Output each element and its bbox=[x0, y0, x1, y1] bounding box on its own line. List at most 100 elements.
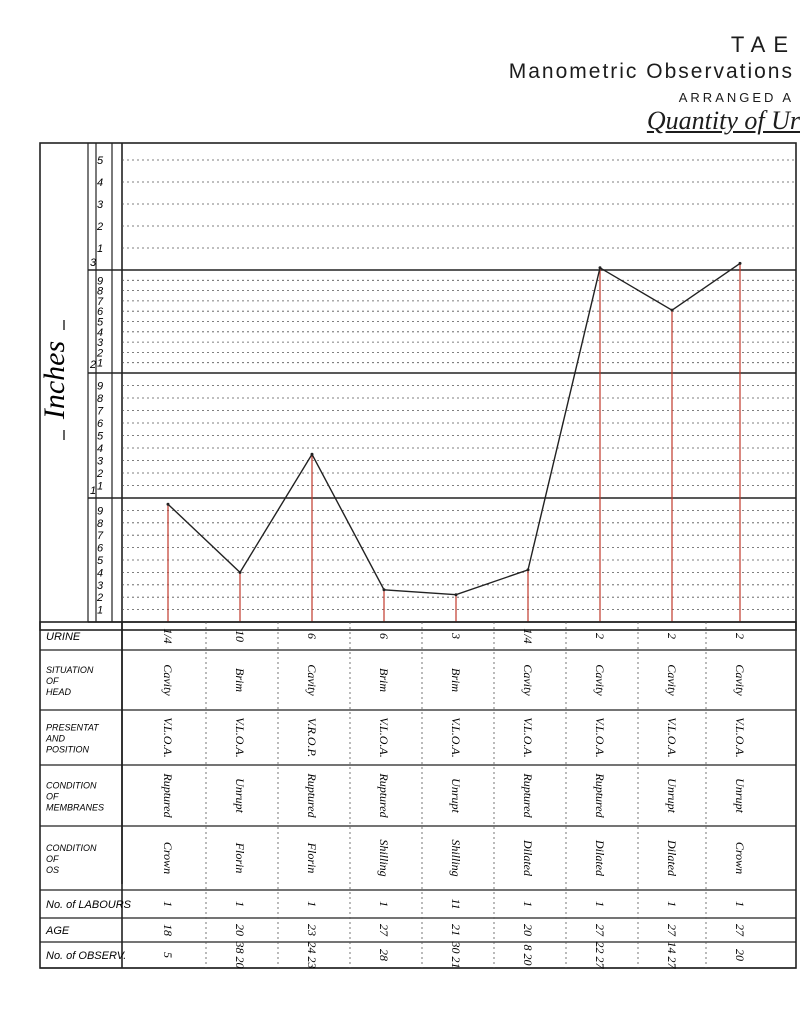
tick-label: 5 bbox=[97, 317, 104, 329]
inch-band-label: 3 bbox=[90, 257, 97, 269]
table-cell: Brim bbox=[233, 668, 247, 692]
table-cell: Unrupt bbox=[449, 778, 463, 813]
table-cell: 28 bbox=[377, 949, 391, 961]
table-cell: 5 bbox=[161, 952, 175, 958]
table-cell: 1 bbox=[665, 901, 679, 907]
chart-border bbox=[39, 142, 797, 631]
table-cell: 27 bbox=[377, 924, 391, 937]
table-cell: Ruptured bbox=[521, 772, 535, 818]
chart-frame bbox=[39, 142, 797, 884]
tick-label: 8 bbox=[97, 393, 104, 405]
tick-label: 9 bbox=[97, 505, 103, 517]
table-cell: Dilated bbox=[521, 839, 535, 877]
table-cell: 20 bbox=[733, 949, 747, 961]
table-cell: Brim bbox=[377, 668, 391, 692]
table-cell: 24 23 bbox=[305, 942, 319, 969]
table-cell: Ruptured bbox=[161, 772, 175, 818]
tick-label: 1 bbox=[97, 358, 103, 370]
table-cell: Cavity bbox=[161, 664, 175, 696]
table-cell: Florin bbox=[305, 842, 319, 874]
row-label: URINE bbox=[46, 631, 81, 643]
table-cell: Dilated bbox=[665, 839, 679, 877]
row-label: AND bbox=[45, 734, 66, 744]
table-cell: 27 bbox=[665, 924, 679, 937]
data-point bbox=[310, 452, 314, 456]
tick-label: 3 bbox=[97, 337, 104, 349]
tick-label: 1 bbox=[97, 605, 103, 617]
table-cell: 6 bbox=[305, 633, 319, 639]
data-point bbox=[238, 570, 242, 574]
tick-label: 7 bbox=[97, 530, 104, 542]
table-cell: Crown bbox=[733, 842, 747, 874]
row-label: OS bbox=[46, 865, 59, 875]
tick-label: 3 bbox=[97, 199, 104, 211]
table-cell: Brim bbox=[449, 668, 463, 692]
tick-label: 6 bbox=[97, 418, 104, 430]
table-border bbox=[39, 621, 797, 969]
tick-label: 1 bbox=[97, 481, 103, 493]
table-cell: V.R.O.P. bbox=[305, 718, 319, 758]
row-label: PRESENTAT bbox=[46, 723, 100, 733]
data-point bbox=[382, 588, 386, 592]
inch-band-label: 1 bbox=[90, 485, 96, 497]
table-cell: 23 bbox=[305, 924, 319, 936]
tick-label: 1 bbox=[97, 243, 103, 255]
tick-label: 8 bbox=[97, 518, 104, 530]
table-cell: 1 bbox=[161, 901, 175, 907]
row-label: No. of LABOURS bbox=[46, 899, 132, 911]
table-cell: 3 bbox=[449, 632, 463, 639]
tick-label: 4 bbox=[97, 177, 103, 189]
table-cell: 22 27 bbox=[593, 942, 607, 970]
table-cell: 38 20 bbox=[233, 941, 247, 969]
row-label: OF bbox=[46, 676, 59, 686]
data-point bbox=[670, 308, 674, 312]
table-cell: 2 bbox=[593, 633, 607, 639]
table-cell: 20 bbox=[233, 924, 247, 936]
row-label: POSITION bbox=[46, 745, 90, 755]
tick-label: 9 bbox=[97, 275, 103, 287]
data-point bbox=[738, 261, 742, 265]
table-cell: Shilling bbox=[377, 839, 391, 876]
table-cell: 1 bbox=[521, 901, 535, 907]
table-cell: Cavity bbox=[593, 664, 607, 696]
table-cell: Cavity bbox=[665, 664, 679, 696]
data-table: URINESITUATIONOFHEADPRESENTATANDPOSITION… bbox=[39, 621, 797, 970]
table-cell: Unrupt bbox=[665, 778, 679, 813]
table-cell: V.L.O.A. bbox=[593, 717, 607, 757]
table-cell: 6 bbox=[377, 633, 391, 639]
row-label: No. of OBSERV. bbox=[46, 950, 126, 962]
table-cell: Cavity bbox=[305, 664, 319, 696]
tick-label: 5 bbox=[97, 555, 104, 567]
tick-label: 9 bbox=[97, 381, 103, 393]
tick-label: 5 bbox=[97, 431, 104, 443]
tick-label: 7 bbox=[97, 406, 104, 418]
tick-label: 2 bbox=[96, 468, 103, 480]
table-cell: V.L.O.A. bbox=[449, 717, 463, 757]
tick-label: 4 bbox=[97, 567, 103, 579]
table-cell: 1 bbox=[733, 901, 747, 907]
table-cell: Cavity bbox=[521, 664, 535, 696]
tick-label: 4 bbox=[97, 443, 103, 455]
header-title-partial: TAE bbox=[730, 32, 796, 57]
row-label: SITUATION bbox=[46, 665, 94, 675]
table-cell: 21 bbox=[449, 924, 463, 936]
chart-drop-lines bbox=[167, 263, 741, 622]
series-line bbox=[167, 262, 741, 596]
table-cell: V.L.O.A. bbox=[161, 717, 175, 757]
row-label: CONDITION bbox=[46, 843, 97, 853]
table-cell: Crown bbox=[161, 842, 175, 874]
chart-axis-labels: 12345123456789123456789123456789321Inche… bbox=[38, 155, 104, 617]
table-cell: Florin bbox=[233, 842, 247, 874]
table-cell: 14 27 bbox=[665, 942, 679, 970]
table-cell: 18 bbox=[161, 924, 175, 936]
tick-label: 2 bbox=[96, 347, 103, 359]
chart-grid bbox=[122, 159, 796, 610]
tick-label: 7 bbox=[97, 296, 104, 308]
data-point bbox=[598, 266, 602, 270]
tick-label: 2 bbox=[96, 592, 103, 604]
table-cell: Unrupt bbox=[233, 778, 247, 813]
row-label: OF bbox=[46, 854, 59, 864]
tick-label: 2 bbox=[96, 221, 103, 233]
tick-label: 5 bbox=[97, 155, 104, 167]
tick-label: 6 bbox=[97, 306, 104, 318]
